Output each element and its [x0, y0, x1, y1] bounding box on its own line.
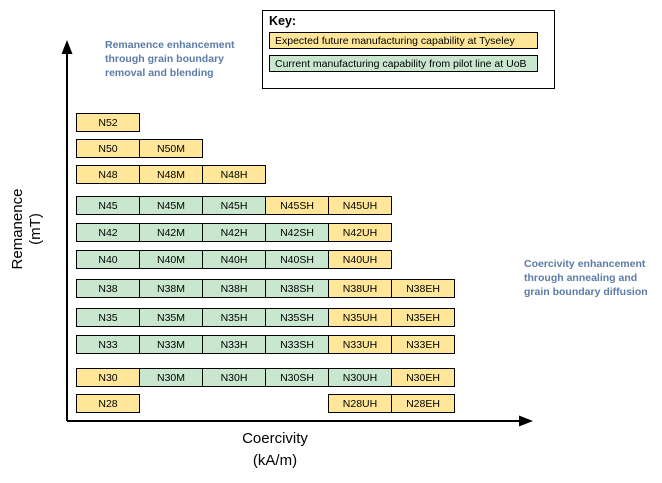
grade-cell-N30M: N30M — [139, 368, 203, 387]
grade-cell-N38EH: N38EH — [391, 279, 455, 298]
grade-cell-N48: N48 — [76, 165, 140, 184]
x-axis-label-line1: Coercivity — [242, 430, 308, 447]
grade-cell-N45M: N45M — [139, 196, 203, 215]
grade-cell-N40SH: N40SH — [265, 250, 329, 269]
grade-cell-N38H: N38H — [202, 279, 266, 298]
grade-cell-N40M: N40M — [139, 250, 203, 269]
grade-cell-N35UH: N35UH — [328, 308, 392, 327]
grade-cell-N35: N35 — [76, 308, 140, 327]
grade-cell-N30UH: N30UH — [328, 368, 392, 387]
grade-cell-N40: N40 — [76, 250, 140, 269]
grade-cell-N48H: N48H — [202, 165, 266, 184]
grade-cell-N35M: N35M — [139, 308, 203, 327]
x-axis-arrow-icon — [519, 415, 533, 427]
grade-grid: N52 N50 N50M N48 N48M N48H N45 N45M N45H N45SH N45… — [76, 113, 456, 413]
grade-cell-N52: N52 — [76, 113, 140, 132]
y-axis-label: Remanence (mT) — [9, 149, 47, 309]
grade-cell-N35SH: N35SH — [265, 308, 329, 327]
grade-cell-N38: N38 — [76, 279, 140, 298]
annotation-coercivity-enhancement: Coercivity enhancement through annealing… — [524, 258, 648, 299]
grade-cell-N50: N50 — [76, 139, 140, 158]
grade-cell-N35H: N35H — [202, 308, 266, 327]
grade-cell-N33SH: N33SH — [265, 335, 329, 354]
grade-cell-N33H: N33H — [202, 335, 266, 354]
grade-cell-N28EH: N28EH — [391, 394, 455, 413]
grade-cell-N38UH: N38UH — [328, 279, 392, 298]
grade-cell-N50M: N50M — [139, 139, 203, 158]
x-axis-label-line2: (kA/m) — [252, 451, 298, 469]
grade-cell-N33: N33 — [76, 335, 140, 354]
grade-cell-N28UH: N28UH — [328, 394, 392, 413]
grade-cell-N40H: N40H — [202, 250, 266, 269]
grade-cell-N35EH: N35EH — [391, 308, 455, 327]
grade-cell-N42H: N42H — [202, 223, 266, 242]
legend-entry-current: Current manufacturing capability from pi… — [269, 55, 538, 72]
grade-cell-N30: N30 — [76, 368, 140, 387]
legend-title: Key: — [269, 14, 297, 28]
grade-cell-N45: N45 — [76, 196, 140, 215]
y-axis-label-line2: (mT) — [27, 213, 44, 245]
grade-cell-N45H: N45H — [202, 196, 266, 215]
grade-cell-N42: N42 — [76, 223, 140, 242]
grade-cell-N40UH: N40UH — [328, 250, 392, 269]
grade-cell-N48M: N48M — [139, 165, 203, 184]
grade-cell-N28: N28 — [76, 394, 140, 413]
legend: Key: Expected future manufacturing capab… — [262, 10, 555, 89]
annotation-remanence-enhancement: Remanence enhancement through grain boun… — [105, 39, 235, 80]
y-axis-arrow-icon — [61, 40, 73, 54]
grade-cell-N42M: N42M — [139, 223, 203, 242]
grade-cell-N45SH: N45SH — [265, 196, 329, 215]
grade-cell-N45UH: N45UH — [328, 196, 392, 215]
x-axis-label: Coercivity (kA/m) — [200, 428, 350, 472]
grade-cell-N30SH: N30SH — [265, 368, 329, 387]
grade-cell-N38SH: N38SH — [265, 279, 329, 298]
grade-cell-N42UH: N42UH — [328, 223, 392, 242]
grade-cell-N33M: N33M — [139, 335, 203, 354]
grade-cell-N38M: N38M — [139, 279, 203, 298]
grade-cell-N42SH: N42SH — [265, 223, 329, 242]
legend-entry-future: Expected future manufacturing capability… — [269, 32, 538, 49]
grade-cell-N33EH: N33EH — [391, 335, 455, 354]
y-axis-label-line1: Remanence — [9, 188, 26, 270]
grade-cell-N30EH: N30EH — [391, 368, 455, 387]
grade-cell-N30H: N30H — [202, 368, 266, 387]
grade-cell-N33UH: N33UH — [328, 335, 392, 354]
